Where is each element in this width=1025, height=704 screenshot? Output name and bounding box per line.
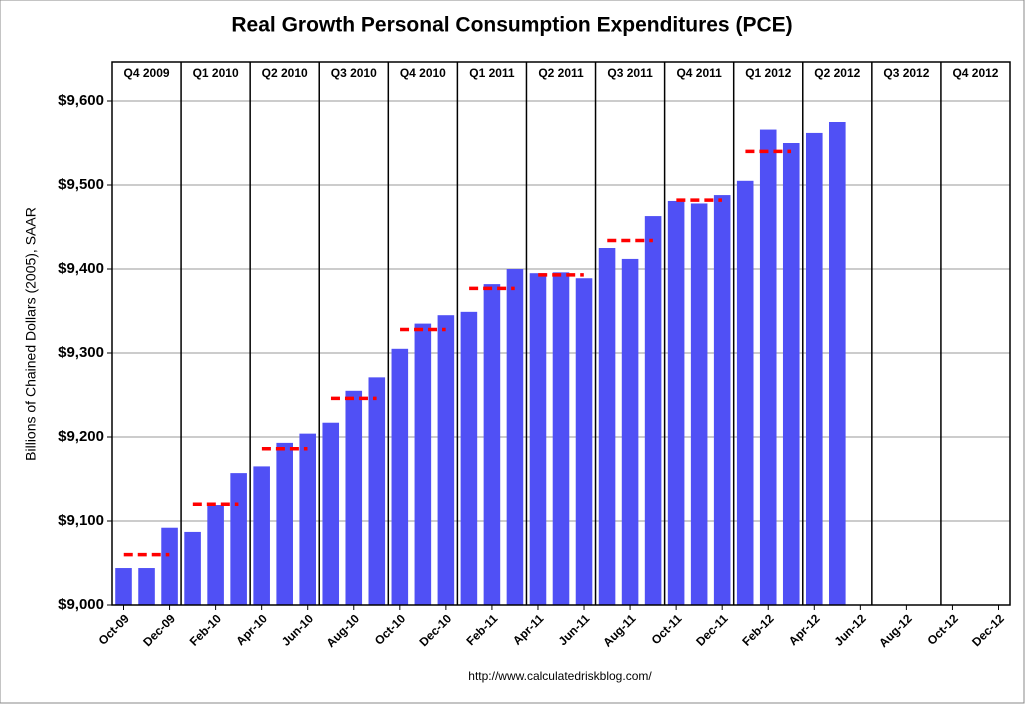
bar [391,348,409,605]
quarter-label: Q2 2010 [262,66,308,80]
bar [782,143,800,605]
quarter-label: Q2 2011 [538,66,584,80]
bar [805,132,823,606]
bar [621,258,639,605]
bar [690,203,708,606]
bar [552,272,570,605]
chart-title: Real Growth Personal Consumption Expendi… [231,14,792,37]
quarter-label: Q4 2010 [400,66,446,80]
bar [161,527,178,605]
quarter-label: Q1 2011 [469,66,515,80]
bar [115,568,132,605]
bar [299,433,317,605]
y-tick-label: $9,400 [58,260,104,277]
bar [253,466,270,605]
quarter-label: Q1 2012 [745,66,791,80]
bar [230,473,247,605]
bar [368,377,386,605]
bar [414,323,432,605]
bar [483,284,501,605]
quarter-label: Q4 2009 [124,66,170,80]
bar [322,422,340,605]
bar [138,568,155,605]
quarter-label: Q3 2011 [607,66,653,80]
y-axis-label: Billions of Chained Dollars (2005), SAAR [23,207,39,461]
y-tick-label: $9,500 [58,176,104,193]
source: http://www.calculatedriskblog.com/ [468,669,652,683]
y-tick-label: $9,300 [58,344,104,361]
bar [184,531,201,605]
bar [598,248,616,605]
plot-frame [111,61,1011,606]
bar [736,180,754,606]
bar [529,273,547,605]
quarter-label: Q4 2012 [952,66,998,80]
bar [644,216,662,605]
y-tick-label: $9,100 [58,512,104,529]
bar [759,129,777,605]
bar [713,195,731,605]
quarter-label: Q2 2012 [814,66,860,80]
bar [276,442,293,605]
bar [575,278,593,605]
quarter-label: Q3 2010 [331,66,377,80]
bar [345,390,363,605]
y-tick-label: $9,200 [58,428,104,445]
quarter-label: Q3 2012 [883,66,929,80]
bar [506,269,524,605]
bar [667,200,685,605]
bar [829,122,846,605]
y-tick-label: $9,000 [58,596,104,613]
bar [460,311,478,605]
bar [207,505,224,605]
quarter-label: Q1 2010 [193,66,239,80]
y-tick-label: $9,600 [58,92,104,109]
quarter-label: Q4 2011 [676,66,722,80]
bar [437,315,455,605]
